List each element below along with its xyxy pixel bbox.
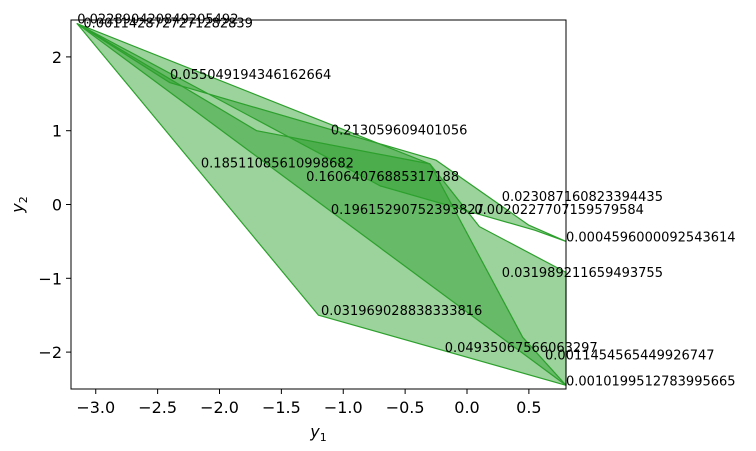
data-label: 0.04935067566063297 (445, 341, 598, 356)
y-axis-ticks: 2 1 0 −1 −2 (38, 48, 71, 362)
data-label: 0.18511085610998682 (201, 157, 354, 172)
x-tick-label: −2.5 (138, 398, 177, 417)
data-label: 0.0004596000092543614 (566, 230, 736, 245)
x-tick-label: −1.5 (262, 398, 301, 417)
data-label: 0.0011428727271282839 (83, 16, 253, 31)
x-tick-label: −1.0 (324, 398, 363, 417)
area-polygons (76, 23, 567, 386)
x-tick-label: −2.0 (200, 398, 239, 417)
y-axis-label: y2 (8, 196, 30, 213)
y-axis-label-sub: 2 (17, 196, 30, 203)
y-tick-label: 2 (52, 48, 62, 67)
data-label: 0.213059609401056 (331, 123, 467, 138)
y-tick-label: −2 (38, 343, 62, 362)
data-label: 0.031989211659493755 (502, 266, 663, 281)
data-label: 0.031969028838333816 (321, 304, 482, 319)
y-tick-label: −1 (38, 269, 62, 288)
y-tick-label: 1 (52, 122, 62, 141)
y-axis-label-base: y (8, 203, 27, 214)
x-tick-label: −0.5 (386, 398, 425, 417)
x-tick-label: 0.0 (454, 398, 479, 417)
x-axis-ticks: −3.0 −2.5 −2.0 −1.5 −1.0 −0.5 0.0 0.5 (76, 389, 542, 417)
data-labels: 0.0228904208492054920.001142872727128283… (77, 13, 735, 390)
x-tick-label: −3.0 (76, 398, 115, 417)
x-axis-label-sub: 1 (320, 431, 327, 444)
x-axis-label: y1 (309, 422, 326, 444)
x-axis-label-base: y (309, 422, 320, 441)
x-tick-label: 0.5 (516, 398, 541, 417)
area-polygon-2 (76, 23, 567, 242)
area-polygon-1 (76, 23, 567, 386)
data-label: 0.16064076885317188 (306, 170, 459, 185)
data-label: 0.0011454565449926747 (545, 349, 715, 364)
y-tick-label: 0 (52, 196, 62, 215)
data-label: 0.023087160823394435 (502, 190, 663, 205)
data-label: 0.0010199512783995665 (566, 374, 736, 389)
data-label: 0.022890420849205492 (77, 13, 238, 28)
data-label: 0.19615290752393827 (331, 203, 484, 218)
data-label: 0.055049194346162664 (170, 68, 331, 83)
data-label: 0.0020227707159579584 (474, 203, 644, 218)
